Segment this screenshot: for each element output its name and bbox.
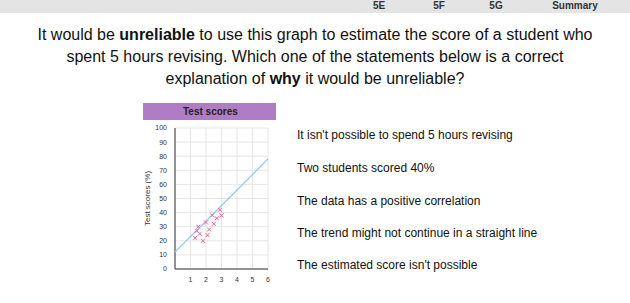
svg-text:1: 1 — [189, 276, 193, 283]
html-text:Summary: Summary — [552, 0, 598, 11]
svg-text:20: 20 — [159, 237, 167, 244]
svg-text:5: 5 — [251, 276, 255, 283]
svg-text:60: 60 — [159, 181, 167, 188]
svg-text:0: 0 — [163, 265, 167, 272]
svg-text:6: 6 — [266, 276, 270, 283]
svg-text:3: 3 — [220, 276, 224, 283]
html-text:5E: 5E — [372, 0, 386, 11]
svg-text:70: 70 — [159, 167, 167, 174]
html-text:spent 5 hours revising. Which: spent 5 hours revising. Which one of the… — [66, 48, 564, 65]
svg-text:4: 4 — [235, 276, 239, 283]
svg-text:80: 80 — [159, 153, 167, 160]
svg-text:90: 90 — [159, 139, 167, 146]
html-text:It isn't possible to spend 5 h: It isn't possible to spend 5 hours revis… — [297, 128, 513, 142]
svg-text:2: 2 — [204, 276, 208, 283]
svg-text:10: 10 — [159, 251, 167, 258]
svg-text:50: 50 — [159, 195, 167, 202]
html-text:The data has a positive correl: The data has a positive correlation — [297, 194, 481, 208]
html-text:Test scores: Test scores — [183, 106, 238, 117]
html-text:Two students scored 40%: Two students scored 40% — [297, 161, 435, 175]
html-text:The estimated score isn't poss: The estimated score isn't possible — [297, 258, 478, 272]
svg-text:40: 40 — [159, 209, 167, 216]
svg-text:Test scores (%): Test scores (%) — [143, 171, 152, 226]
html-text:explanation of why it would be: explanation of why it would be unreliabl… — [165, 70, 465, 87]
html-text:5G: 5G — [489, 0, 503, 11]
svg-text:100: 100 — [155, 124, 167, 131]
html-text:It would be unreliable to use: It would be unreliable to use this graph… — [37, 26, 593, 43]
html-text:The trend might not continue i: The trend might not continue in a straig… — [297, 226, 538, 240]
html-text:5F: 5F — [433, 0, 445, 11]
svg-text:30: 30 — [159, 223, 167, 230]
